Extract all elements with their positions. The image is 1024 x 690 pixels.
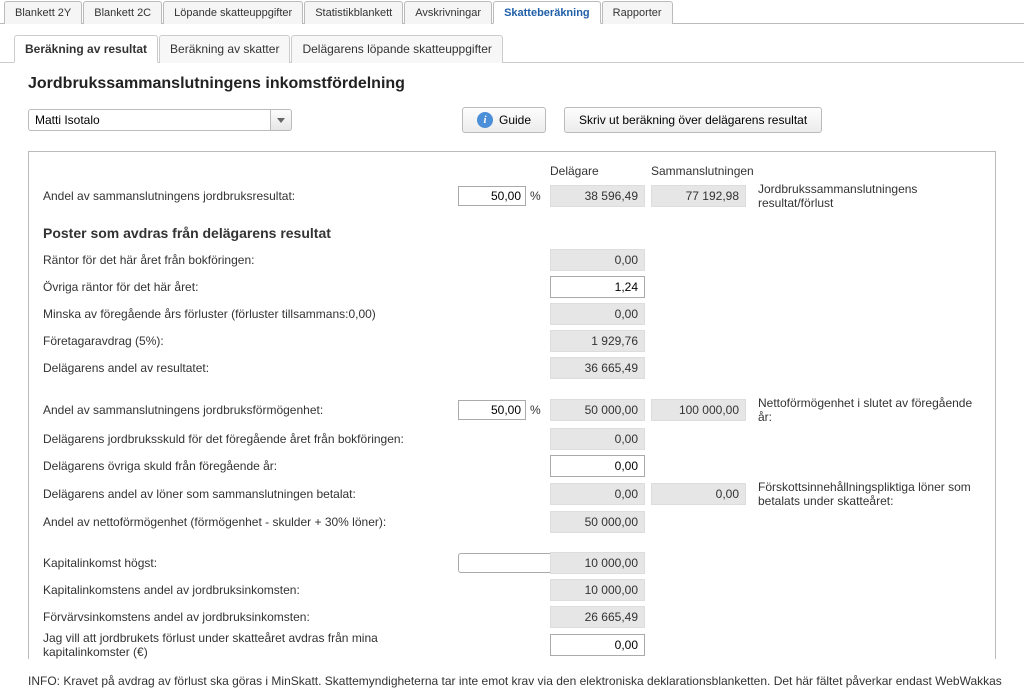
tab-blankett-2y[interactable]: Blankett 2Y [4,1,82,24]
label-loss-deduct: Jag vill att jordbrukets förlust under s… [43,631,458,659]
input-owner-other-debt[interactable] [550,455,645,477]
row-entrepreneur: Företagaravdrag (5%): 1 929,76 [43,328,981,354]
cell-owner-wage-share-group: 0,00 [651,483,746,505]
cell-earned-share: 26 665,49 [550,606,645,628]
subtab-resultat[interactable]: Beräkning av resultat [14,35,158,63]
page-title: Jordbrukssammanslutningens inkomstfördel… [28,75,996,93]
row-other-interest: Övriga räntor för det här året: [43,274,981,300]
input-other-interest[interactable] [550,276,645,298]
cell-capital-max: 10 000,00 [550,552,645,574]
label-other-interest: Övriga räntor för det här året: [43,280,458,294]
row-reduce-losses: Minska av föregående års förluster (förl… [43,301,981,327]
print-button[interactable]: Skriv ut beräkning över delägarens resul… [564,107,822,133]
cell-owner-share-result: 36 665,49 [550,357,645,379]
cell-capital-share: 10 000,00 [550,579,645,601]
note-share-wealth: Nettoförmögenhet i slutet av föregående … [758,396,981,425]
label-capital-share: Kapitalinkomstens andel av jordbruksinko… [43,583,458,597]
note-owner-wage-share: Förskottsinnehållningspliktiga löner som… [758,480,981,509]
cell-share-result-owner: 38 596,49 [550,185,645,207]
tab-lopande[interactable]: Löpande skatteuppgifter [163,1,303,24]
main-tab-bar: Blankett 2Y Blankett 2C Löpande skatteup… [0,0,1024,24]
content-area: Jordbrukssammanslutningens inkomstfördel… [0,63,1024,668]
sub-tab-bar: Beräkning av resultat Beräkning av skatt… [0,30,1024,63]
cell-net-wealth-share: 50 000,00 [550,511,645,533]
row-owner-debt-books: Delägarens jordbruksskuld för det föregå… [43,426,981,452]
label-owner-share-result: Delägarens andel av resultatet: [43,361,458,375]
subtab-skatter[interactable]: Beräkning av skatter [159,35,290,63]
owner-select-caret[interactable] [270,109,292,131]
column-headers: Delägare Sammanslutningen [43,164,981,178]
tab-statistik[interactable]: Statistikblankett [304,1,403,24]
row-owner-wage-share: Delägarens andel av löner som sammanslut… [43,480,981,509]
label-capital-max: Kapitalinkomst högst: [43,556,458,570]
note-share-result: Jordbrukssammanslutningens resultat/förl… [758,182,981,211]
input-share-wealth-pct[interactable] [458,400,526,420]
cell-entrepreneur: 1 929,76 [550,330,645,352]
info-icon: i [477,112,493,128]
cell-owner-wage-share-owner: 0,00 [550,483,645,505]
row-capital-max: Kapitalinkomst högst: 10 000,00 [43,550,981,576]
input-loss-deduct[interactable] [550,634,645,656]
label-owner-wage-share: Delägarens andel av löner som sammanslut… [43,487,458,501]
label-earned-share: Förvärvsinkomstens andel av jordbruksink… [43,610,458,624]
input-share-result-pct[interactable] [458,186,526,206]
label-share-result: Andel av sammanslutningens jordbruksresu… [43,189,458,203]
label-net-wealth-share: Andel av nettoförmögenhet (förmögenhet -… [43,515,458,529]
pct-symbol-2: % [526,403,544,417]
row-share-result: Andel av sammanslutningens jordbruksresu… [43,182,981,211]
row-capital-share: Kapitalinkomstens andel av jordbruksinko… [43,577,981,603]
label-entrepreneur: Företagaravdrag (5%): [43,334,458,348]
label-reduce-losses: Minska av föregående års förluster (förl… [43,307,458,321]
tab-rapporter[interactable]: Rapporter [602,1,673,24]
cell-share-wealth-owner: 50 000,00 [550,399,645,421]
subtab-delagaren[interactable]: Delägarens löpande skatteuppgifter [291,35,502,63]
tab-skatteberakning[interactable]: Skatteberäkning [493,1,601,24]
cell-owner-debt-books: 0,00 [550,428,645,450]
row-loss-deduct: Jag vill att jordbrukets förlust under s… [43,631,981,659]
pct-symbol: % [526,189,544,203]
row-owner-other-debt: Delägarens övriga skuld från föregående … [43,453,981,479]
cell-interest-books: 0,00 [550,249,645,271]
info-footer: INFO: Kravet på avdrag av förlust ska gö… [0,668,1024,690]
owner-select[interactable] [28,109,292,131]
select-capital-max-pct[interactable] [458,553,518,573]
guide-button[interactable]: i Guide [462,107,546,133]
label-interest-books: Räntor för det här året från bokföringen… [43,253,458,267]
label-share-wealth: Andel av sammanslutningens jordbruksförm… [43,403,458,417]
tab-blankett-2c[interactable]: Blankett 2C [83,1,162,24]
calculation-panel: Delägare Sammanslutningen Andel av samma… [28,151,996,659]
owner-select-input[interactable] [28,109,270,131]
top-controls: i Guide Skriv ut beräkning över delägare… [28,107,996,133]
header-owner: Delägare [544,164,645,178]
cell-reduce-losses: 0,00 [550,303,645,325]
row-net-wealth-share: Andel av nettoförmögenhet (förmögenhet -… [43,509,981,535]
deductions-title: Poster som avdras från delägarens result… [43,225,981,241]
row-earned-share: Förvärvsinkomstens andel av jordbruksink… [43,604,981,630]
guide-button-label: Guide [499,113,531,127]
row-share-wealth: Andel av sammanslutningens jordbruksförm… [43,396,981,425]
tab-avskrivningar[interactable]: Avskrivningar [404,1,492,24]
header-group: Sammanslutningen [645,164,746,178]
cell-share-wealth-group: 100 000,00 [651,399,746,421]
label-owner-debt-books: Delägarens jordbruksskuld för det föregå… [43,432,458,446]
row-owner-share-result: Delägarens andel av resultatet: 36 665,4… [43,355,981,381]
label-owner-other-debt: Delägarens övriga skuld från föregående … [43,459,458,473]
cell-share-result-group: 77 192,98 [651,185,746,207]
row-interest-books: Räntor för det här året från bokföringen… [43,247,981,273]
